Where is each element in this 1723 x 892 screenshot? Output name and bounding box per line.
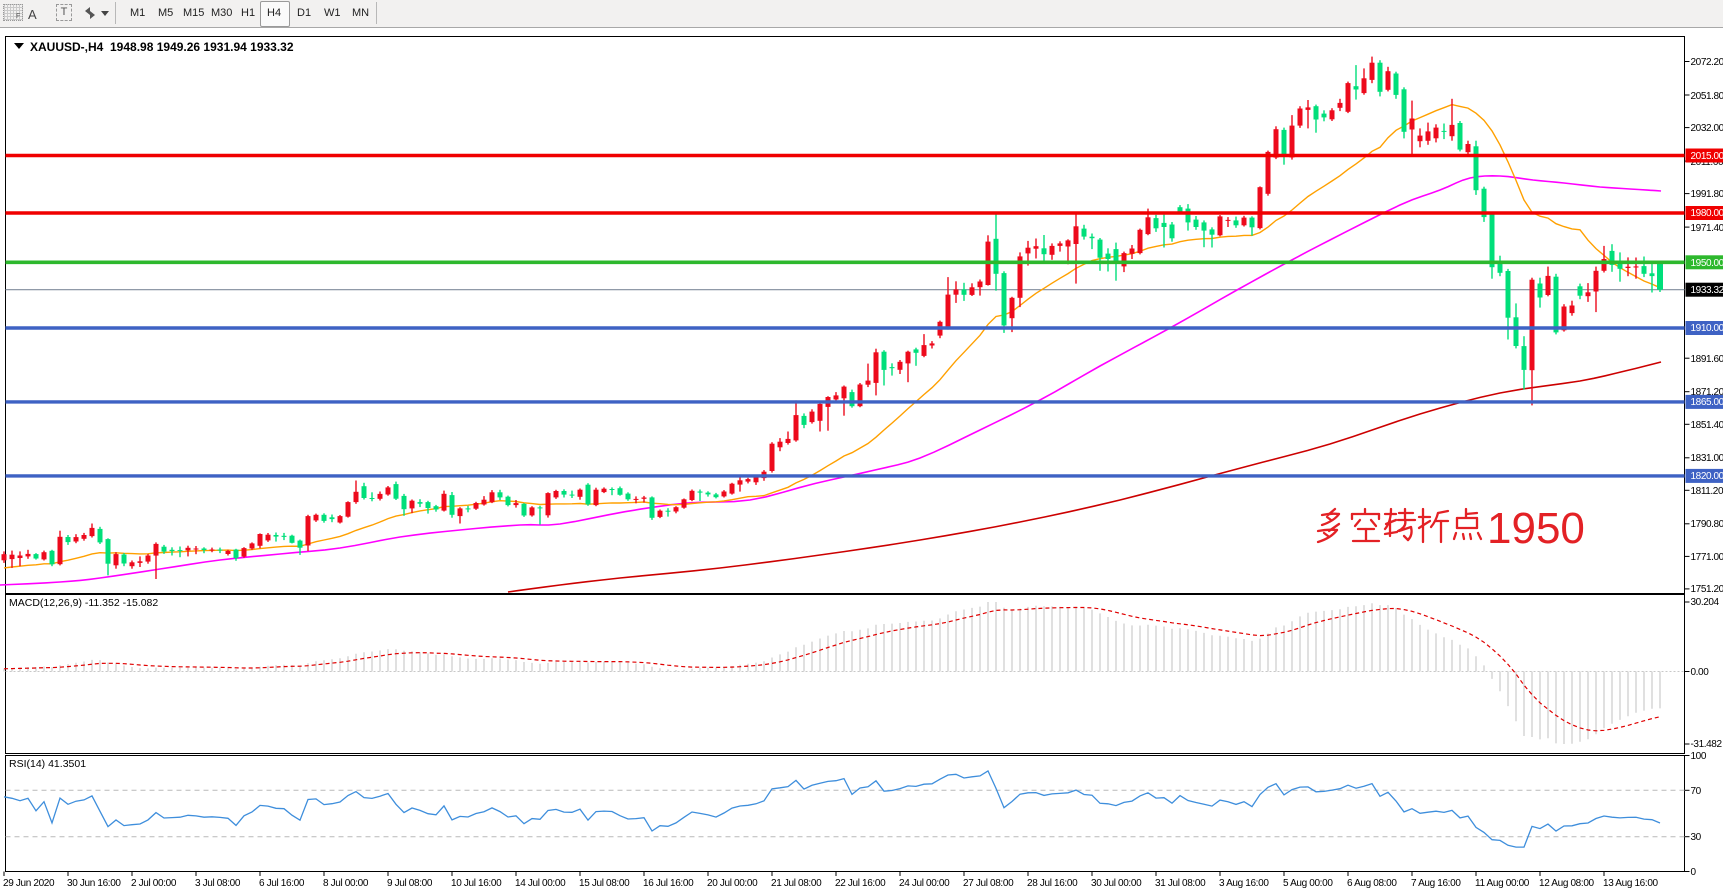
- svg-text:5 Aug 00:00: 5 Aug 00:00: [1283, 878, 1333, 889]
- svg-text:1891.60: 1891.60: [1691, 354, 1723, 365]
- svg-text:10 Jul 16:00: 10 Jul 16:00: [451, 878, 502, 889]
- svg-text:-31.482: -31.482: [1691, 739, 1723, 750]
- svg-text:14 Jul 00:00: 14 Jul 00:00: [515, 878, 566, 889]
- svg-text:22 Jul 16:00: 22 Jul 16:00: [835, 878, 886, 889]
- svg-text:1991.80: 1991.80: [1691, 189, 1723, 200]
- svg-text:9 Jul 08:00: 9 Jul 08:00: [387, 878, 433, 889]
- svg-text:6 Aug 08:00: 6 Aug 08:00: [1347, 878, 1397, 889]
- svg-text:1811.20: 1811.20: [1691, 486, 1723, 497]
- svg-text:2015.00: 2015.00: [1691, 151, 1723, 162]
- svg-text:2032.00: 2032.00: [1691, 123, 1723, 134]
- svg-text:29 Jun 2020: 29 Jun 2020: [3, 878, 55, 889]
- svg-text:30 Jul 00:00: 30 Jul 00:00: [1091, 878, 1142, 889]
- svg-text:1851.40: 1851.40: [1691, 420, 1723, 431]
- svg-text:16 Jul 16:00: 16 Jul 16:00: [643, 878, 694, 889]
- svg-text:2051.80: 2051.80: [1691, 91, 1723, 102]
- svg-text:15 Jul 08:00: 15 Jul 08:00: [579, 878, 630, 889]
- svg-text:RSI(14) 41.3501: RSI(14) 41.3501: [9, 758, 86, 770]
- svg-text:3 Aug 16:00: 3 Aug 16:00: [1219, 878, 1269, 889]
- svg-text:11 Aug 00:00: 11 Aug 00:00: [1475, 878, 1530, 889]
- svg-text:8 Jul 00:00: 8 Jul 00:00: [323, 878, 369, 889]
- svg-text:1980.00: 1980.00: [1691, 208, 1723, 219]
- svg-text:13 Aug 16:00: 13 Aug 16:00: [1603, 878, 1659, 889]
- svg-text:3 Jul 08:00: 3 Jul 08:00: [195, 878, 241, 889]
- svg-text:1831.00: 1831.00: [1691, 453, 1723, 464]
- svg-text:20 Jul 00:00: 20 Jul 00:00: [707, 878, 758, 889]
- svg-text:1971.40: 1971.40: [1691, 223, 1723, 234]
- svg-text:1950: 1950: [1487, 504, 1585, 553]
- svg-text:30 Jun 16:00: 30 Jun 16:00: [67, 878, 121, 889]
- svg-text:0: 0: [1691, 867, 1697, 878]
- svg-text:1751.20: 1751.20: [1691, 584, 1723, 595]
- svg-text:1871.20: 1871.20: [1691, 387, 1723, 398]
- svg-text:12 Aug 08:00: 12 Aug 08:00: [1539, 878, 1595, 889]
- svg-text:XAUUSD-,H4 1948.98 1949.26 19: XAUUSD-,H4 1948.98 1949.26 1931.94 1933.…: [30, 40, 294, 54]
- svg-text:2 Jul 00:00: 2 Jul 00:00: [131, 878, 177, 889]
- svg-text:31 Jul 08:00: 31 Jul 08:00: [1155, 878, 1206, 889]
- svg-text:100: 100: [1691, 751, 1707, 762]
- svg-text:1910.00: 1910.00: [1691, 323, 1723, 334]
- svg-text:27 Jul 08:00: 27 Jul 08:00: [963, 878, 1014, 889]
- svg-text:1933.32: 1933.32: [1691, 285, 1723, 296]
- svg-text:30.204: 30.204: [1691, 597, 1720, 608]
- svg-text:21 Jul 08:00: 21 Jul 08:00: [771, 878, 822, 889]
- svg-text:MACD(12,26,9) -11.352 -15.082: MACD(12,26,9) -11.352 -15.082: [9, 597, 158, 609]
- svg-text:1865.00: 1865.00: [1691, 397, 1723, 408]
- svg-text:1771.00: 1771.00: [1691, 552, 1723, 563]
- svg-text:6 Jul 16:00: 6 Jul 16:00: [259, 878, 305, 889]
- svg-text:0.00: 0.00: [1691, 667, 1710, 678]
- svg-text:70: 70: [1691, 786, 1702, 797]
- svg-text:1950.00: 1950.00: [1691, 258, 1723, 269]
- svg-text:7 Aug 16:00: 7 Aug 16:00: [1411, 878, 1461, 889]
- svg-text:24 Jul 00:00: 24 Jul 00:00: [899, 878, 950, 889]
- svg-text:1790.80: 1790.80: [1691, 519, 1723, 530]
- svg-text:1820.00: 1820.00: [1691, 471, 1723, 482]
- svg-text:30: 30: [1691, 832, 1702, 843]
- svg-text:2072.20: 2072.20: [1691, 57, 1723, 68]
- svg-text:28 Jul 16:00: 28 Jul 16:00: [1027, 878, 1078, 889]
